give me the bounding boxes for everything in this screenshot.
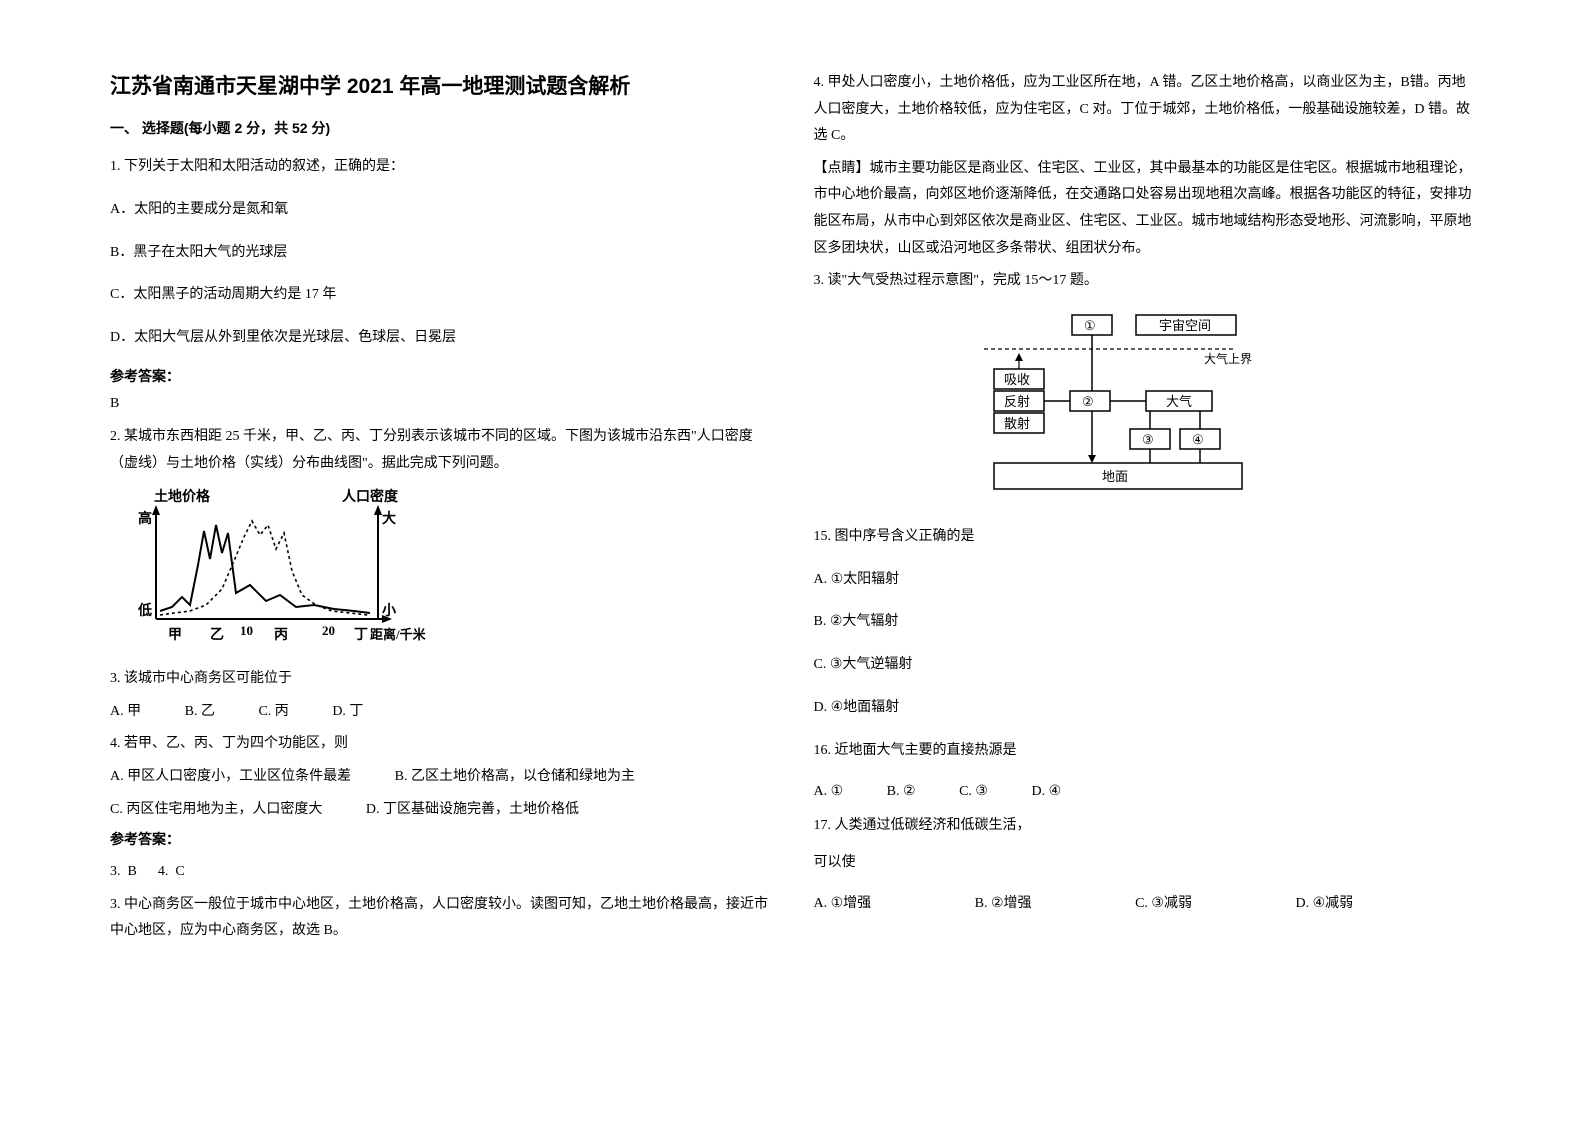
q1-option-c: C．太阳黑子的活动周期大约是 17 年 bbox=[110, 280, 774, 311]
chart-xtick-5: 丁 bbox=[354, 628, 368, 643]
diag-atm: 大气 bbox=[1166, 394, 1192, 409]
q17-d: D. ④减弱 bbox=[1295, 896, 1353, 911]
diag-ground: 地面 bbox=[1102, 469, 1128, 484]
chart-xtick-2: 10 bbox=[240, 623, 253, 638]
q15-stem: 15. 图中序号含义正确的是 bbox=[814, 522, 1478, 553]
q2-sub4-d: D. 丁区基础设施完善，土地价格低 bbox=[366, 802, 579, 817]
section-1-header: 一、 选择题(每小题 2 分，共 52 分) bbox=[110, 118, 774, 138]
q1-answer: B bbox=[110, 396, 774, 412]
q2-explain4: 4. 甲处人口密度小，土地价格低，应为工业区所在地，A 错。乙区土地价格高，以商… bbox=[814, 70, 1478, 150]
right-column: 4. 甲处人口密度小，土地价格低，应为工业区所在地，A 错。乙区土地价格高，以商… bbox=[794, 70, 1498, 1082]
diag-absorb: 吸收 bbox=[1004, 372, 1030, 387]
q16-stem: 16. 近地面大气主要的直接热源是 bbox=[814, 736, 1478, 767]
chart-xtick-4: 20 bbox=[322, 623, 335, 638]
q2-sub3-c: C. 丙 bbox=[258, 704, 288, 719]
q17-options: A. ①增强 B. ②增强 C. ③减弱 D. ④减弱 bbox=[814, 891, 1478, 918]
q1-option-b: B．黑子在太阳大气的光球层 bbox=[110, 238, 774, 269]
diag-n2: ② bbox=[1082, 394, 1094, 409]
q16-b: B. ② bbox=[887, 784, 916, 799]
q16-d: D. ④ bbox=[1031, 784, 1061, 799]
atmosphere-diagram: ① 宇宙空间 大气上界 吸收 反射 散射 ② bbox=[974, 309, 1478, 504]
q15-a: A. ①太阳辐射 bbox=[814, 565, 1478, 596]
q2-sub4-b: B. 乙区土地价格高，以仓储和绿地为主 bbox=[395, 769, 635, 784]
chart-xtick-3: 丙 bbox=[274, 627, 288, 643]
q2-sub3-b: B. 乙 bbox=[185, 704, 215, 719]
q1-option-d: D．太阳大气层从外到里依次是光球层、色球层、日冕层 bbox=[110, 323, 774, 354]
chart-y-right-label: 人口密度 bbox=[342, 488, 399, 505]
q17-sub: 可以使 bbox=[814, 848, 1478, 879]
q15-c: C. ③大气逆辐射 bbox=[814, 650, 1478, 681]
q17-stem: 17. 人类通过低碳经济和低碳生活， bbox=[814, 811, 1478, 842]
q2-explain3: 3. 中心商务区一般位于城市中心地区，土地价格高，人口密度较小。读图可知，乙地土… bbox=[110, 892, 774, 945]
q15-d: D. ④地面辐射 bbox=[814, 693, 1478, 724]
q17-a: A. ①增强 bbox=[814, 896, 872, 911]
q2-sub3-d: D. 丁 bbox=[332, 704, 363, 719]
q16-options: A. ① B. ② C. ③ D. ④ bbox=[814, 779, 1478, 806]
q2-sub3-a: A. 甲 bbox=[110, 704, 141, 719]
q2-stem: 2. 某城市东西相距 25 千米，甲、乙、丙、丁分别表示该城市不同的区域。下图为… bbox=[110, 424, 774, 477]
q16-c: C. ③ bbox=[959, 784, 988, 799]
q2-sub4-row1: A. 甲区人口密度小，工业区位条件最差 B. 乙区土地价格高，以仓储和绿地为主 bbox=[110, 764, 774, 791]
chart-xtick-0: 甲 bbox=[168, 627, 182, 643]
q16-a: A. ① bbox=[814, 784, 844, 799]
q1-answer-label: 参考答案： bbox=[110, 366, 774, 386]
q2-answer: 3. B 4. C bbox=[110, 859, 774, 886]
chart-y-left-top: 高 bbox=[138, 510, 152, 527]
diag-reflect: 反射 bbox=[1004, 394, 1030, 409]
q2-sub4-a: A. 甲区人口密度小，工业区位条件最差 bbox=[110, 769, 351, 784]
chart-y-left-label: 土地价格 bbox=[154, 488, 211, 505]
diag-atm-boundary: 大气上界 bbox=[1204, 351, 1252, 366]
q2-sub3-options: A. 甲 B. 乙 C. 丙 D. 丁 bbox=[110, 699, 774, 726]
density-price-chart: 土地价格 高 低 人口密度 大 小 甲 乙 10 丙 20 丁 距离/千米 bbox=[110, 487, 774, 652]
q1-option-a: A．太阳的主要成分是氮和氧 bbox=[110, 195, 774, 226]
q3-stem: 3. 读"大气受热过程示意图"，完成 15～17 题。 bbox=[814, 268, 1478, 295]
chart-x-label: 距离/千米 bbox=[370, 627, 427, 642]
left-column: 江苏省南通市天星湖中学 2021 年高一地理测试题含解析 一、 选择题(每小题 … bbox=[90, 70, 794, 1082]
q2-sub4-c: C. 丙区住宅用地为主，人口密度大 bbox=[110, 802, 322, 817]
diag-n1: ① bbox=[1084, 318, 1096, 333]
chart-y-left-bot: 低 bbox=[137, 602, 152, 619]
q2-answer-label: 参考答案： bbox=[110, 829, 774, 849]
q2-sub3-stem: 3. 该城市中心商务区可能位于 bbox=[110, 666, 774, 693]
diag-scatter: 散射 bbox=[1004, 416, 1030, 431]
q17-b: B. ②增强 bbox=[975, 896, 1032, 911]
q2-sub4-stem: 4. 若甲、乙、丙、丁为四个功能区，则 bbox=[110, 731, 774, 758]
q2-tip: 【点睛】城市主要功能区是商业区、住宅区、工业区，其中最基本的功能区是住宅区。根据… bbox=[814, 156, 1478, 262]
diag-n3: ③ bbox=[1142, 432, 1154, 447]
q15-b: B. ②大气辐射 bbox=[814, 607, 1478, 638]
chart-xtick-1: 乙 bbox=[210, 627, 224, 643]
exam-title: 江苏省南通市天星湖中学 2021 年高一地理测试题含解析 bbox=[110, 70, 774, 100]
chart-y-right-top: 大 bbox=[382, 510, 396, 527]
q1-stem: 1. 下列关于太阳和太阳活动的叙述，正确的是： bbox=[110, 152, 774, 183]
q17-c: C. ③减弱 bbox=[1135, 896, 1192, 911]
q2-sub4-row2: C. 丙区住宅用地为主，人口密度大 D. 丁区基础设施完善，土地价格低 bbox=[110, 797, 774, 824]
diag-space: 宇宙空间 bbox=[1159, 318, 1211, 333]
diag-n4: ④ bbox=[1192, 432, 1204, 447]
